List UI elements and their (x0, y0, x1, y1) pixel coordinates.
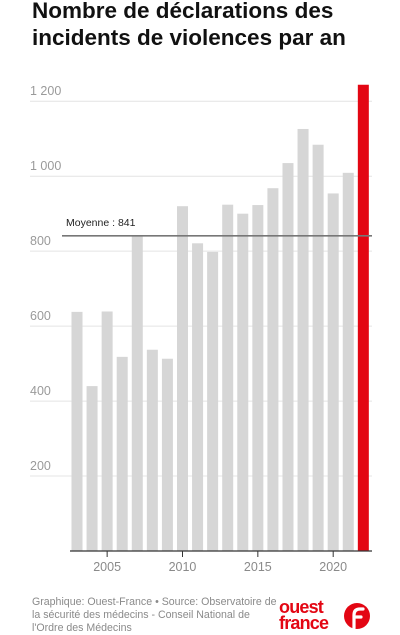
y-axis-ticks: 200 400 600 800 1 000 1 200 (30, 84, 61, 473)
bar-2014 (237, 213, 249, 551)
x-tick-label-2015: 2015 (244, 560, 272, 574)
bar-chart: 200 400 600 800 1 000 1 200 Moyenne : 841 200… (30, 84, 372, 574)
x-tick-label-2020: 2020 (319, 560, 347, 574)
bar-2017 (282, 163, 294, 551)
bar-2021 (342, 172, 354, 552)
bar-2015 (252, 205, 264, 551)
average-annotation: Moyenne : 841 (62, 217, 372, 237)
bar-2013 (222, 204, 234, 551)
bar-2019 (312, 144, 324, 551)
average-label: Moyenne : 841 (66, 217, 136, 229)
y-tick-label-1200: 1 200 (30, 84, 61, 98)
bar-2016 (267, 188, 279, 551)
bar-2007 (131, 235, 143, 552)
ouest-france-logo: ouest france (279, 598, 370, 632)
bar-2012 (207, 251, 219, 551)
bar-2022 (357, 84, 369, 551)
logo-word-france: france (279, 613, 329, 632)
bars (70, 84, 372, 552)
bar-2003 (71, 311, 83, 551)
y-tick-label-400: 400 (30, 384, 51, 398)
bar-2005 (101, 311, 113, 551)
bar-2020 (327, 193, 339, 551)
bar-2018 (297, 128, 309, 551)
y-tick-label-1000: 1 000 (30, 159, 61, 173)
x-tick-label-2010: 2010 (169, 560, 197, 574)
logo-word-ouest: ouest (279, 598, 324, 617)
x-tick-label-2005: 2005 (93, 560, 121, 574)
logo-badge-icon (344, 603, 370, 630)
bar-2004 (86, 386, 98, 551)
bar-2010 (176, 206, 188, 551)
y-tick-label-200: 200 (30, 459, 51, 473)
source-credit: Graphique: Ouest-France • Source: Observ… (32, 596, 277, 634)
bar-2009 (161, 358, 173, 551)
chart-title: Nombre de déclarations des incidents de … (32, 0, 346, 50)
x-axis-ticks: 2005 2010 2015 2020 (93, 551, 347, 574)
y-tick-label-600: 600 (30, 309, 51, 323)
y-tick-label-800: 800 (30, 234, 51, 248)
bar-2008 (146, 349, 158, 551)
bar-2011 (192, 243, 204, 552)
bar-2006 (116, 356, 128, 551)
